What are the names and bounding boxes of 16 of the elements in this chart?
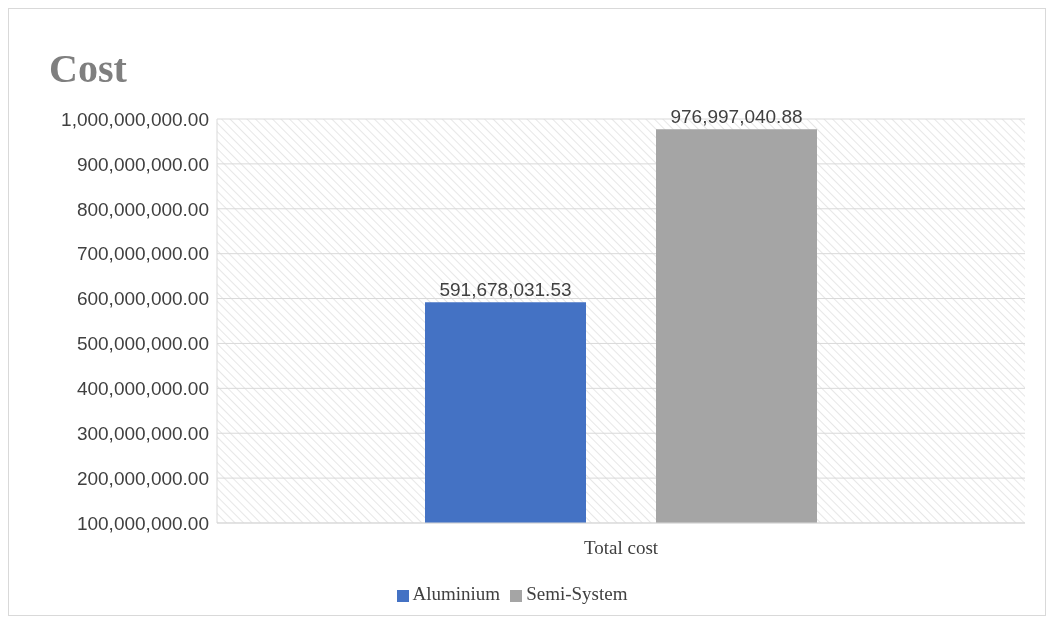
y-tick-label: 500,000,000.00 [76, 333, 209, 355]
chart-title: Cost [49, 45, 127, 92]
y-tick-label: 300,000,000.00 [76, 422, 209, 444]
legend-label: Semi-System [526, 583, 628, 604]
y-tick-label: 100,000,000.00 [76, 512, 209, 534]
data-label: 591,678,031.53 [439, 279, 572, 301]
y-tick-label: 200,000,000.00 [76, 467, 209, 489]
y-tick-label: 400,000,000.00 [76, 378, 209, 400]
y-tick-label: 700,000,000.00 [76, 243, 209, 265]
y-tick-label: 900,000,000.00 [76, 153, 209, 175]
legend-label: Aluminium [412, 583, 501, 604]
x-tick-label: Total cost [583, 537, 659, 559]
y-tick-label: 800,000,000.00 [76, 198, 209, 220]
y-tick-label: 600,000,000.00 [76, 288, 209, 310]
y-tick-label: 1,000,000,000.00 [61, 108, 209, 130]
data-label: 976,997,040.88 [670, 106, 803, 128]
